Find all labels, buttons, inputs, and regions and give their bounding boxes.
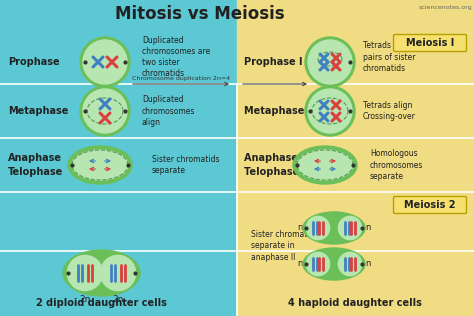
Text: Metaphase: Metaphase (8, 106, 68, 116)
Text: 4 haploid daughter cells: 4 haploid daughter cells (288, 298, 422, 308)
Text: 2 diploid daughter cells: 2 diploid daughter cells (36, 298, 166, 308)
Text: Prophase: Prophase (8, 57, 60, 67)
Text: n: n (365, 259, 370, 269)
Text: Mitosis vs Meiosis: Mitosis vs Meiosis (115, 5, 285, 23)
Ellipse shape (308, 89, 352, 133)
FancyBboxPatch shape (393, 197, 466, 214)
Text: n: n (298, 259, 303, 269)
Ellipse shape (68, 146, 132, 184)
Ellipse shape (303, 212, 365, 244)
Text: Anaphase I
Telophase I: Anaphase I Telophase I (244, 153, 306, 177)
Text: Meiosis 2: Meiosis 2 (404, 200, 456, 210)
Text: Metaphase I: Metaphase I (244, 106, 311, 116)
Ellipse shape (100, 255, 136, 291)
Text: sciencenotes.org: sciencenotes.org (419, 5, 472, 10)
Text: n: n (365, 223, 370, 233)
Ellipse shape (338, 216, 362, 240)
Ellipse shape (308, 40, 352, 84)
Ellipse shape (80, 37, 130, 87)
Text: Duplicated
chromosomes are
two sister
chromatids: Duplicated chromosomes are two sister ch… (142, 36, 210, 78)
Ellipse shape (67, 255, 102, 291)
Text: Anaphase
Telophase: Anaphase Telophase (8, 153, 63, 177)
Bar (237, 0, 474, 316)
Text: Homologous
chromosomes
separate: Homologous chromosomes separate (370, 149, 423, 181)
Ellipse shape (303, 248, 365, 280)
Ellipse shape (83, 89, 127, 133)
Ellipse shape (293, 146, 357, 184)
Text: Tetrads align
Crossing-over: Tetrads align Crossing-over (363, 101, 416, 121)
Ellipse shape (306, 216, 329, 240)
Text: 2n: 2n (79, 295, 91, 305)
FancyBboxPatch shape (393, 34, 466, 52)
Ellipse shape (63, 250, 140, 296)
Ellipse shape (306, 252, 329, 276)
Text: Duplicated
chromosomes
align: Duplicated chromosomes align (142, 95, 195, 127)
Text: Sister chromatids
separate in
anaphase II: Sister chromatids separate in anaphase I… (251, 230, 319, 262)
Text: 2n: 2n (112, 295, 124, 305)
Text: Tetrads are two
pairs of sister
chromatids: Tetrads are two pairs of sister chromati… (363, 41, 422, 73)
Ellipse shape (305, 86, 355, 136)
Ellipse shape (338, 252, 362, 276)
Text: Prophase I: Prophase I (244, 57, 302, 67)
Ellipse shape (83, 40, 127, 84)
Text: Meiosis I: Meiosis I (406, 38, 454, 48)
Text: Chromosome duplication 2n=4: Chromosome duplication 2n=4 (132, 76, 230, 81)
Ellipse shape (305, 37, 355, 87)
Ellipse shape (72, 150, 128, 180)
Text: n: n (298, 223, 303, 233)
Text: Sister chromatids
separate: Sister chromatids separate (152, 155, 219, 175)
Ellipse shape (80, 86, 130, 136)
Ellipse shape (297, 150, 353, 180)
